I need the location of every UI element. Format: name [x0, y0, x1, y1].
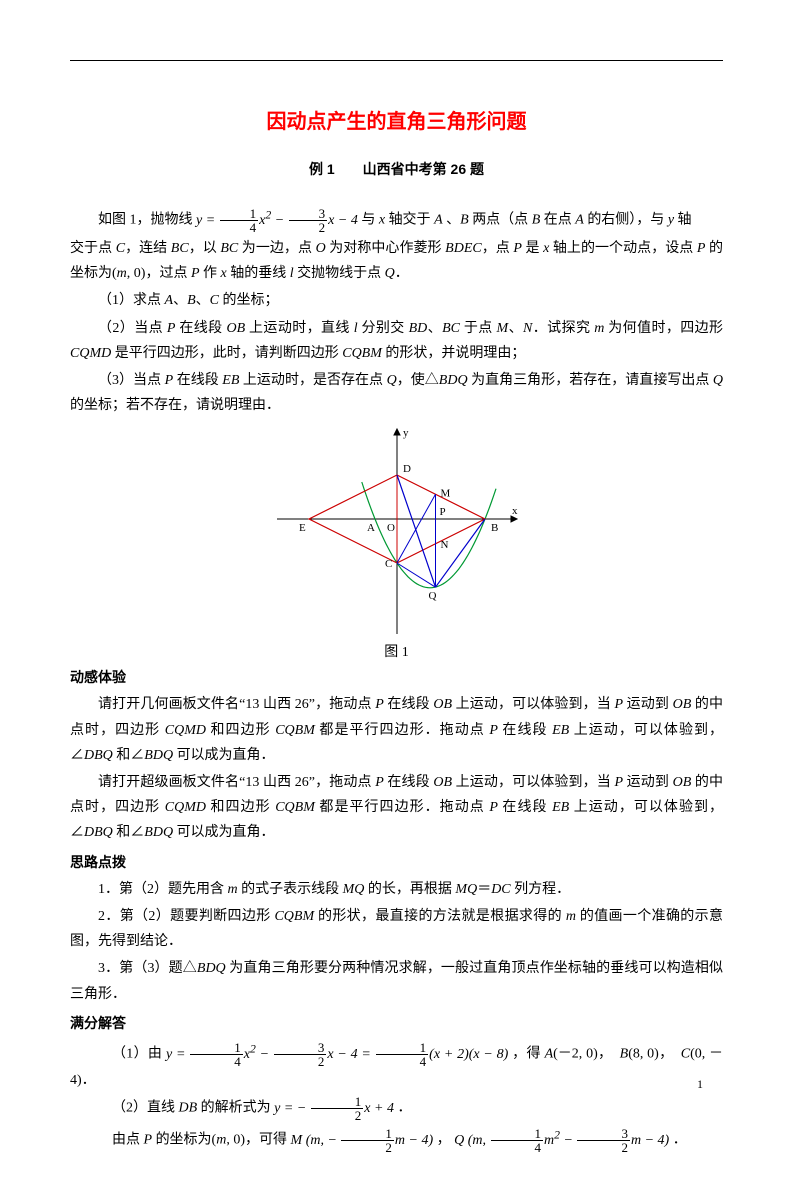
question-1: （1）求点 A、B、C 的坐标；	[70, 288, 723, 313]
text: ，	[437, 1133, 455, 1148]
svg-text:B: B	[491, 522, 498, 534]
var-B2: B	[532, 213, 541, 228]
text: 两点（点	[472, 213, 532, 228]
svg-text:x: x	[512, 505, 518, 517]
text: 由点 P 的坐标为(m, 0)，可得	[112, 1133, 291, 1148]
svg-text:A: A	[367, 522, 375, 534]
var-A: A	[434, 213, 443, 228]
formula-Q: Q (m, 14m2 − 32m − 4)	[454, 1133, 669, 1148]
section-silu: 思路点拨	[70, 850, 723, 875]
mf-line3: 由点 P 的坐标为(m, 0)，可得 M (m, − 12m − 4) ， Q …	[70, 1124, 723, 1154]
var-A2: A	[575, 213, 584, 228]
svg-text:P: P	[439, 506, 445, 518]
svg-text:M: M	[440, 488, 450, 500]
formula-parabola: y = 14x2 − 32x − 4	[196, 213, 358, 228]
svg-text:C: C	[385, 558, 392, 570]
formula-db: y = − 12x + 4	[274, 1101, 394, 1116]
text: ．	[397, 1101, 411, 1116]
svg-text:Q: Q	[428, 590, 436, 602]
example-subtitle: 例 1 山西省中考第 26 题	[70, 159, 723, 179]
text: ．	[673, 1133, 687, 1148]
text: ，得	[512, 1047, 544, 1062]
problem-p2: 交于点 C，连结 BC，以 BC 为一边，点 O 为对称中心作菱形 BDEC，点…	[70, 236, 723, 286]
svg-text:y: y	[403, 427, 409, 439]
mf-line1: （1）由 y = 14x2 − 32x − 4 = 14(x + 2)(x − …	[70, 1038, 723, 1093]
silu-3: 3．第（3）题△BDQ 为直角三角形要分两种情况求解，一般过直角顶点作坐标轴的垂…	[70, 956, 723, 1006]
silu-1: 1．第（2）题先用含 m 的式子表示线段 MQ 的长，再根据 MQ＝DC 列方程…	[70, 877, 723, 902]
section-manfen: 满分解答	[70, 1011, 723, 1036]
text: 与	[361, 213, 379, 228]
figure-caption: 图 1	[70, 641, 723, 661]
figure-svg: x y A B C D E O M N P Q	[272, 424, 522, 634]
question-2: （2）当点 P 在线段 OB 上运动时，直线 l 分别交 BD、BC 于点 M、…	[70, 316, 723, 366]
var-y: y	[668, 213, 674, 228]
silu-2: 2．第（2）题要判断四边形 CQBM 的形状，最直接的方法就是根据求得的 m 的…	[70, 904, 723, 954]
svg-text:E: E	[299, 522, 306, 534]
var-B: B	[460, 213, 469, 228]
text: 轴交于	[389, 213, 435, 228]
page-content: 因动点产生的直角三角形问题 例 1 山西省中考第 26 题 如图 1，抛物线 y…	[0, 0, 793, 1196]
text: 在点	[544, 213, 576, 228]
problem-intro: 如图 1，抛物线 y = 14x2 − 32x − 4 与 x 轴交于 A 、B…	[70, 204, 723, 234]
page-title: 因动点产生的直角三角形问题	[70, 105, 723, 134]
top-rule	[70, 60, 723, 61]
text: 的右侧），与	[587, 213, 668, 228]
p2-body: 交于点 C，连结 BC，以 BC 为一边，点 O 为对称中心作菱形 BDEC，点…	[70, 241, 723, 281]
text: （1）由	[112, 1047, 166, 1062]
text: 如图 1，抛物线	[98, 213, 196, 228]
dongtan-p2: 请打开超级画板文件名“13 山西 26”，拖动点 P 在线段 OB 上运动，可以…	[70, 770, 723, 846]
svg-text:D: D	[403, 463, 411, 475]
dongtan-p1: 请打开几何画板文件名“13 山西 26”，拖动点 P 在线段 OB 上运动，可以…	[70, 692, 723, 768]
svg-text:N: N	[440, 539, 448, 551]
mf-line2: （2）直线 DB 的解析式为 y = − 12x + 4 ．	[70, 1095, 723, 1122]
var-x: x	[379, 213, 385, 228]
text: 轴	[678, 213, 692, 228]
text: （2）直线 DB 的解析式为	[112, 1101, 274, 1116]
question-3: （3）当点 P 在线段 EB 上运动时，是否存在点 Q，使△BDQ 为直角三角形…	[70, 368, 723, 418]
svg-text:O: O	[387, 522, 395, 534]
text: 、	[446, 213, 460, 228]
figure-1: x y A B C D E O M N P Q	[70, 424, 723, 639]
formula-M: M (m, − 12m − 4)	[291, 1133, 434, 1148]
page-number: 1	[697, 1077, 703, 1092]
formula-factor: y = 14x2 − 32x − 4 = 14(x + 2)(x − 8)	[166, 1047, 508, 1062]
section-dongtan: 动感体验	[70, 665, 723, 690]
